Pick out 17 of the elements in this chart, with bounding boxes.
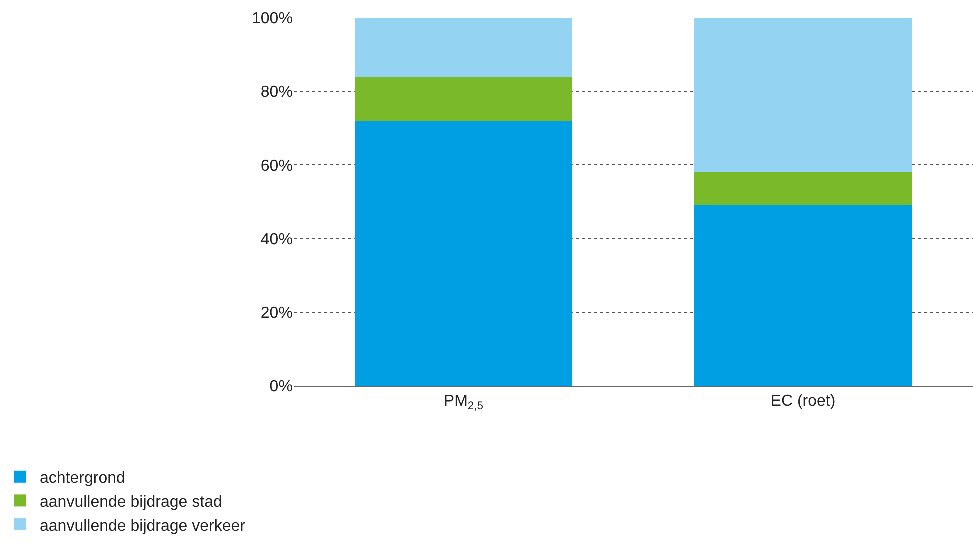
bar	[355, 18, 572, 77]
y-tick-label: 80%	[260, 84, 293, 102]
y-tick-label: 40%	[260, 231, 293, 248]
x-tick-label: EC (roet)	[770, 393, 836, 410]
y-tick-label: 20%	[260, 305, 293, 322]
bar	[694, 172, 912, 206]
bar	[694, 18, 912, 173]
y-tick-label: 0%	[270, 378, 293, 396]
bar	[694, 206, 912, 386]
y-tick-label: 60%	[260, 158, 293, 175]
legend-label: aanvullende bijdrage stad	[40, 494, 222, 511]
legend-label: achtergrond	[40, 470, 126, 488]
bar	[355, 121, 572, 386]
bar	[355, 76, 572, 122]
y-tick-label: 100%	[252, 10, 293, 28]
x-tick-label: PM$_{2,5}$	[444, 393, 484, 413]
legend-label: aanvullende bijdrage verkeer	[40, 518, 246, 535]
